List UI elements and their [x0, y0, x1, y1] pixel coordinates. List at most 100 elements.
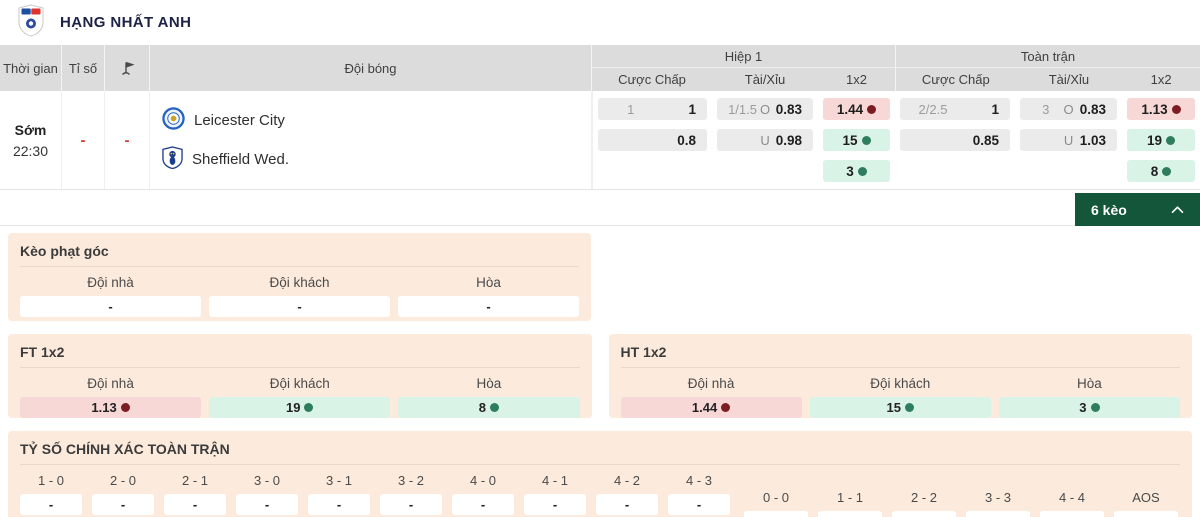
- score-odds-4-2[interactable]: -: [596, 494, 658, 515]
- match-time: Sớm 22:30: [0, 91, 62, 189]
- home-team-name: Leicester City: [194, 112, 285, 129]
- markets-expander-button[interactable]: 6 kèo: [1075, 193, 1200, 226]
- corner-away-odds[interactable]: -: [209, 296, 390, 317]
- correct-score-card: TỶ SỐ CHÍNH XÁC TOÀN TRẬN 1 - 0 - 2 - 0 …: [8, 431, 1192, 517]
- h1-handicap-column: 1 1 0.8: [592, 91, 712, 189]
- ft-card-title: FT 1x2: [20, 344, 65, 360]
- h1-handicap-odds-row1[interactable]: 1 1: [598, 98, 707, 120]
- score-odds-3-1[interactable]: -: [308, 494, 370, 515]
- ft-away-odds[interactable]: 19: [209, 397, 391, 418]
- score-odds-1-1[interactable]: -: [818, 511, 882, 517]
- score-odds-2-0[interactable]: -: [92, 494, 154, 515]
- ht-draw-odds[interactable]: 3: [998, 397, 1180, 418]
- ft-draw-odds[interactable]: 8: [398, 397, 580, 418]
- score-odds-aos[interactable]: -: [1114, 511, 1178, 517]
- group-label-first-half: Hiệp 1: [592, 45, 895, 68]
- h1-1x2-draw-odds[interactable]: 3: [823, 160, 890, 182]
- score-odds-1-0[interactable]: -: [20, 494, 82, 515]
- odds-table-header: Thời gian Tỉ số Đội bóng Hiệp 1 Cược Chấ…: [0, 45, 1200, 91]
- trend-up-dot: [1166, 135, 1176, 145]
- match-kickoff-time: 22:30: [12, 142, 49, 159]
- league-header: HẠNG NHẤT ANH: [0, 0, 1200, 45]
- page-title: HẠNG NHẤT ANH: [60, 14, 192, 31]
- score-odds-0-0[interactable]: -: [744, 511, 808, 517]
- corner-draw-column: Hòa -: [398, 275, 579, 317]
- ft-handicap-column: 2/2.5 1 0.85: [895, 91, 1015, 189]
- score-column: 3 - 0 -: [236, 473, 298, 517]
- ft-home-odds[interactable]: 1.13: [20, 397, 202, 418]
- trend-up-dot: [857, 166, 867, 176]
- subcol-h1-overunder: Tài/Xỉu: [744, 72, 786, 87]
- h1-1x2-home-odds[interactable]: 1.44: [823, 98, 890, 120]
- subcol-ft-overunder: Tài/Xỉu: [1048, 72, 1090, 87]
- trend-down-dot: [867, 104, 877, 114]
- away-team-row: Sheffield Wed.: [162, 145, 290, 174]
- ft-handicap-odds-row1[interactable]: 2/2.5 1: [900, 98, 1010, 120]
- corner-odds-card: Kèo phạt góc Đội nhà - Đội khách - Hòa -: [8, 233, 591, 321]
- trend-up-dot: [861, 135, 871, 145]
- score-odds-3-3[interactable]: -: [966, 511, 1030, 517]
- ht-1x2-card: HT 1x2 Đội nhà 1.44 Đội khách 15 Hòa: [608, 334, 1192, 418]
- ht-card-title: HT 1x2: [620, 344, 667, 360]
- score-column: 1 - 0 -: [20, 473, 82, 517]
- column-header-score: Tỉ số: [62, 45, 105, 91]
- correct-score-title: TỶ SỐ CHÍNH XÁC TOÀN TRẬN: [20, 441, 230, 457]
- h1-1x2-away-odds[interactable]: 15: [823, 129, 890, 151]
- away-team-name: Sheffield Wed.: [192, 151, 290, 168]
- ft-1x2-home-odds[interactable]: 1.13: [1127, 98, 1195, 120]
- correct-score-home-group: 1 - 0 - 2 - 0 - 2 - 1 - 3 - 0 -: [20, 473, 730, 517]
- score-odds-4-4[interactable]: -: [1040, 511, 1104, 517]
- ft-draw-column: Hòa 8: [398, 376, 580, 418]
- score-odds-3-0[interactable]: -: [236, 494, 298, 515]
- ft-1x2-column: 1.13 19 8: [1122, 91, 1200, 189]
- h1-over-odds[interactable]: 1/1.5 O 0.83: [717, 98, 813, 120]
- ft-under-odds[interactable]: U 1.03: [1020, 129, 1117, 151]
- corner-away-column: Đội khách -: [209, 275, 390, 317]
- ft-over-odds[interactable]: 3 O 0.83: [1020, 98, 1117, 120]
- score-odds-2-2[interactable]: -: [892, 511, 956, 517]
- ft-1x2-away-odds[interactable]: 19: [1127, 129, 1195, 151]
- league-logo: [18, 3, 44, 42]
- ft-away-column: Đội khách 19: [209, 376, 391, 418]
- score-column: 3 - 3 -: [966, 490, 1030, 517]
- subcol-ft-1x2: 1x2: [1150, 72, 1172, 87]
- trend-down-dot: [120, 403, 130, 412]
- trend-down-dot: [1171, 104, 1181, 114]
- h1-overunder-column: 1/1.5 O 0.83 U 0.98: [712, 91, 818, 189]
- match-time-label: Sớm: [14, 121, 47, 138]
- ht-draw-column: Hòa 3: [998, 376, 1180, 418]
- trend-up-dot: [1162, 166, 1172, 176]
- score-odds-4-1[interactable]: -: [524, 494, 586, 515]
- trend-down-dot: [721, 403, 731, 412]
- corner-home-odds[interactable]: -: [20, 296, 201, 317]
- h1-1x2-column: 1.44 15 3: [818, 91, 895, 189]
- match-corners: -: [105, 91, 150, 189]
- h1-under-odds[interactable]: U 0.98: [717, 129, 813, 151]
- score-odds-3-2[interactable]: -: [380, 494, 442, 515]
- column-header-team: Đội bóng: [150, 45, 592, 91]
- h1-handicap-odds-row2[interactable]: 0.8: [598, 129, 707, 151]
- ht-away-odds[interactable]: 15: [809, 397, 991, 418]
- score-column: 1 - 1 -: [818, 490, 882, 517]
- corner-card-title: Kèo phạt góc: [20, 243, 109, 259]
- score-column: 4 - 4 -: [1040, 490, 1104, 517]
- ft-handicap-odds-row2[interactable]: 0.85: [900, 129, 1010, 151]
- ft-home-column: Đội nhà 1.13: [20, 376, 202, 418]
- score-odds-4-3[interactable]: -: [668, 494, 730, 515]
- score-odds-2-1[interactable]: -: [164, 494, 226, 515]
- ft-1x2-draw-odds[interactable]: 8: [1127, 160, 1195, 182]
- score-column: 4 - 1 -: [524, 473, 586, 517]
- trend-up-dot: [304, 403, 314, 412]
- score-column: 3 - 1 -: [308, 473, 370, 517]
- score-column: 3 - 2 -: [380, 473, 442, 517]
- ft-1x2-card: FT 1x2 Đội nhà 1.13 Đội khách 19 Hòa: [8, 334, 592, 418]
- ft-overunder-column: 3 O 0.83 U 1.03: [1015, 91, 1122, 189]
- ht-home-odds[interactable]: 1.44: [620, 397, 802, 418]
- match-teams: Leicester City Sheffield Wed.: [150, 91, 592, 189]
- score-odds-4-0[interactable]: -: [452, 494, 514, 515]
- match-score: -: [62, 91, 105, 189]
- corner-draw-odds[interactable]: -: [398, 296, 579, 317]
- score-column: 2 - 1 -: [164, 473, 226, 517]
- score-column: 4 - 2 -: [596, 473, 658, 517]
- score-column: 4 - 3 -: [668, 473, 730, 517]
